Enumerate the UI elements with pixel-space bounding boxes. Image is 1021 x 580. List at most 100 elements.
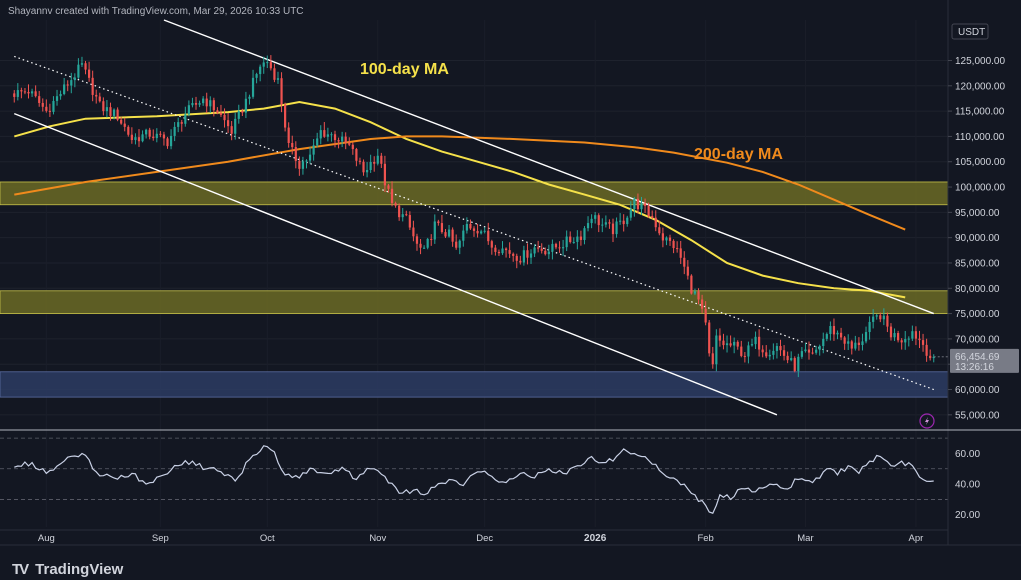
candle-body xyxy=(668,237,672,241)
support-zone xyxy=(0,371,949,398)
candle-body xyxy=(772,350,775,355)
candle-body xyxy=(169,135,173,147)
candle-body xyxy=(212,100,215,111)
candle-body xyxy=(722,340,725,346)
candle-body xyxy=(487,230,490,242)
candle-body xyxy=(330,134,333,136)
candle-body xyxy=(636,198,640,210)
candle-body xyxy=(647,205,650,217)
candle-body xyxy=(747,345,750,357)
candle-body xyxy=(619,220,622,222)
candle-body xyxy=(679,248,682,258)
candle-body xyxy=(134,137,137,141)
candle-body xyxy=(807,349,811,353)
candle-body xyxy=(711,353,714,365)
candle-body xyxy=(790,358,793,361)
candle-body xyxy=(255,74,258,78)
candle-body xyxy=(362,161,365,173)
candle-body xyxy=(226,120,230,127)
candle-body xyxy=(633,198,636,210)
candle-body xyxy=(251,77,255,97)
rsi-pane xyxy=(0,437,948,514)
candle-body xyxy=(526,250,529,258)
candle-body xyxy=(672,240,675,249)
candle-body xyxy=(284,104,287,128)
candle-body xyxy=(782,350,786,356)
price-tick-label: 90,000.00 xyxy=(955,233,1000,244)
candle-body xyxy=(63,84,66,94)
candle-body xyxy=(483,230,486,232)
candle-body xyxy=(191,103,194,106)
candle-body xyxy=(508,250,511,254)
candle-body xyxy=(305,160,308,162)
midline-trendline xyxy=(14,55,934,391)
candle-body xyxy=(804,349,807,352)
candle-body xyxy=(280,78,283,105)
candle-body xyxy=(583,228,586,240)
candle-body xyxy=(294,147,297,161)
channel-trendline xyxy=(13,112,778,416)
candle-body xyxy=(30,91,34,94)
candle-body xyxy=(700,299,704,309)
candle-body xyxy=(504,248,508,251)
candle-body xyxy=(476,230,479,234)
candle-body xyxy=(266,62,269,64)
candle-body xyxy=(750,344,754,346)
time-tick-label: Dec xyxy=(476,533,493,544)
candle-body xyxy=(597,215,600,226)
candle-body xyxy=(551,243,554,252)
lightning-icon-bolt xyxy=(925,417,929,425)
candle-body xyxy=(836,332,839,335)
candle-body xyxy=(66,84,69,86)
candle-body xyxy=(312,145,315,155)
candle-body xyxy=(494,247,497,252)
candle-body xyxy=(861,341,864,346)
candle-body xyxy=(729,343,732,346)
candle-body xyxy=(615,221,618,235)
brand-name: TradingView xyxy=(35,561,124,578)
candle-body xyxy=(48,110,51,112)
trendlines xyxy=(13,19,934,416)
candle-body xyxy=(348,142,351,145)
candle-body xyxy=(676,248,679,250)
candle-body xyxy=(576,236,579,242)
lightning-icon xyxy=(919,413,935,429)
candle-body xyxy=(244,98,248,113)
candle-body xyxy=(622,220,625,225)
candle-body xyxy=(202,98,205,104)
tradingview-logo[interactable]: TV TradingView xyxy=(12,561,123,578)
candle-body xyxy=(55,96,59,101)
candle-body xyxy=(872,316,875,322)
candle-body xyxy=(187,105,190,115)
candle-body xyxy=(152,136,155,139)
candle-body xyxy=(223,114,226,121)
candle-body xyxy=(98,96,101,102)
candles[interactable] xyxy=(13,55,935,378)
candle-body xyxy=(686,266,689,276)
candle-body xyxy=(565,236,568,248)
candle-body xyxy=(608,222,611,224)
candle-body xyxy=(758,336,761,350)
candle-body xyxy=(832,326,836,335)
candle-body xyxy=(715,335,718,365)
last-price-badge xyxy=(950,348,1019,373)
candle-body xyxy=(16,90,19,97)
candle-body xyxy=(365,170,369,173)
grid xyxy=(0,20,948,527)
price-tick-label: 125,000.00 xyxy=(955,56,1005,67)
price-tick-label: 60,000.00 xyxy=(955,385,1000,396)
candle-body xyxy=(882,315,885,320)
candle-body xyxy=(301,161,305,169)
candle-body xyxy=(155,133,158,139)
candle-body xyxy=(469,223,472,229)
price-axis-panel xyxy=(948,0,1021,545)
candle-body xyxy=(497,251,501,254)
candle-body xyxy=(13,93,16,97)
candle-body xyxy=(419,243,422,248)
candle-body xyxy=(387,185,390,189)
candle-body xyxy=(358,160,362,162)
annotations: 100-day MA 200-day MA xyxy=(360,61,783,163)
candle-body xyxy=(665,237,668,241)
candle-body xyxy=(141,134,144,142)
candle-body xyxy=(740,346,743,356)
